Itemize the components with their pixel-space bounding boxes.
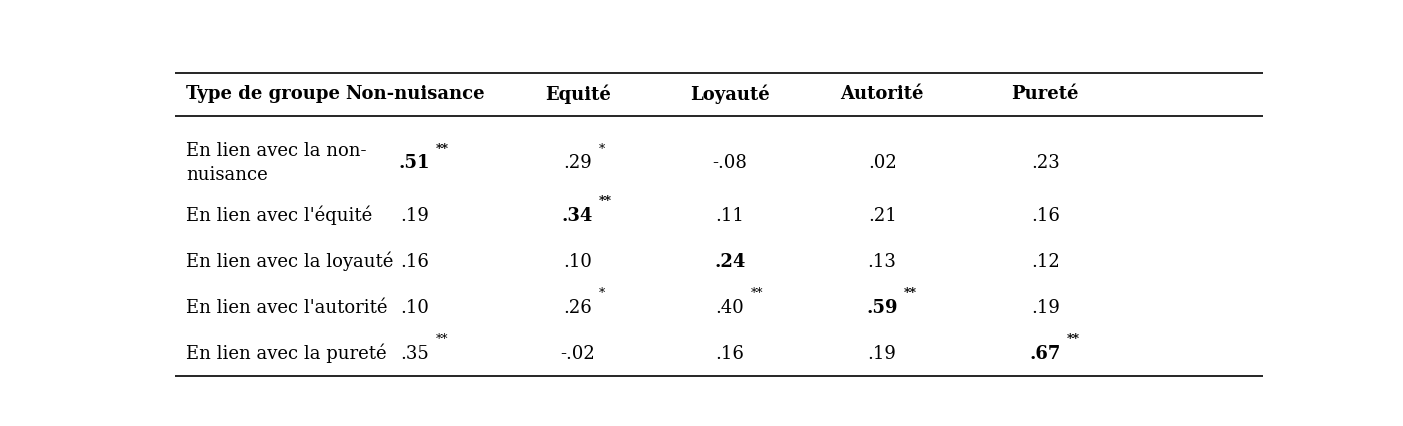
Text: -.02: -.02: [560, 344, 595, 362]
Text: *: *: [599, 142, 605, 155]
Text: .12: .12: [1031, 252, 1059, 270]
Text: **: **: [1066, 333, 1079, 345]
Text: .29: .29: [564, 154, 592, 172]
Text: Loyauté: Loyauté: [690, 84, 770, 104]
Text: .19: .19: [867, 344, 897, 362]
Text: .13: .13: [867, 252, 897, 270]
Text: .26: .26: [564, 298, 592, 316]
Text: **: **: [599, 195, 612, 208]
Text: En lien avec la pureté: En lien avec la pureté: [187, 343, 387, 363]
Text: .40: .40: [716, 298, 744, 316]
Text: **: **: [751, 287, 763, 299]
Text: -.08: -.08: [713, 154, 748, 172]
Text: .59: .59: [867, 298, 898, 316]
Text: Autorité: Autorité: [840, 85, 925, 103]
Text: .67: .67: [1030, 344, 1061, 362]
Text: .02: .02: [868, 154, 897, 172]
Text: .51: .51: [398, 154, 431, 172]
Text: **: **: [436, 142, 449, 155]
Text: .34: .34: [563, 206, 593, 224]
Text: .16: .16: [1031, 206, 1059, 224]
Text: Pureté: Pureté: [1012, 85, 1079, 103]
Text: En lien avec l'autorité: En lien avec l'autorité: [187, 298, 387, 316]
Text: Equité: Equité: [544, 84, 610, 104]
Text: En lien avec la loyauté: En lien avec la loyauté: [187, 251, 394, 271]
Text: *: *: [599, 287, 605, 299]
Text: .19: .19: [400, 206, 429, 224]
Text: .24: .24: [714, 252, 745, 270]
Text: .23: .23: [1031, 154, 1059, 172]
Text: .35: .35: [400, 344, 429, 362]
Text: .16: .16: [400, 252, 429, 270]
Text: Non-nuisance: Non-nuisance: [345, 85, 484, 103]
Text: .11: .11: [716, 206, 745, 224]
Text: .21: .21: [868, 206, 897, 224]
Text: .19: .19: [1031, 298, 1059, 316]
Text: En lien avec la non-
nuisance: En lien avec la non- nuisance: [187, 142, 366, 184]
Text: Type de groupe: Type de groupe: [187, 85, 341, 103]
Text: .16: .16: [716, 344, 745, 362]
Text: **: **: [904, 287, 916, 299]
Text: **: **: [436, 333, 449, 345]
Text: .10: .10: [563, 252, 592, 270]
Text: En lien avec l'équité: En lien avec l'équité: [187, 205, 373, 225]
Text: .10: .10: [400, 298, 429, 316]
